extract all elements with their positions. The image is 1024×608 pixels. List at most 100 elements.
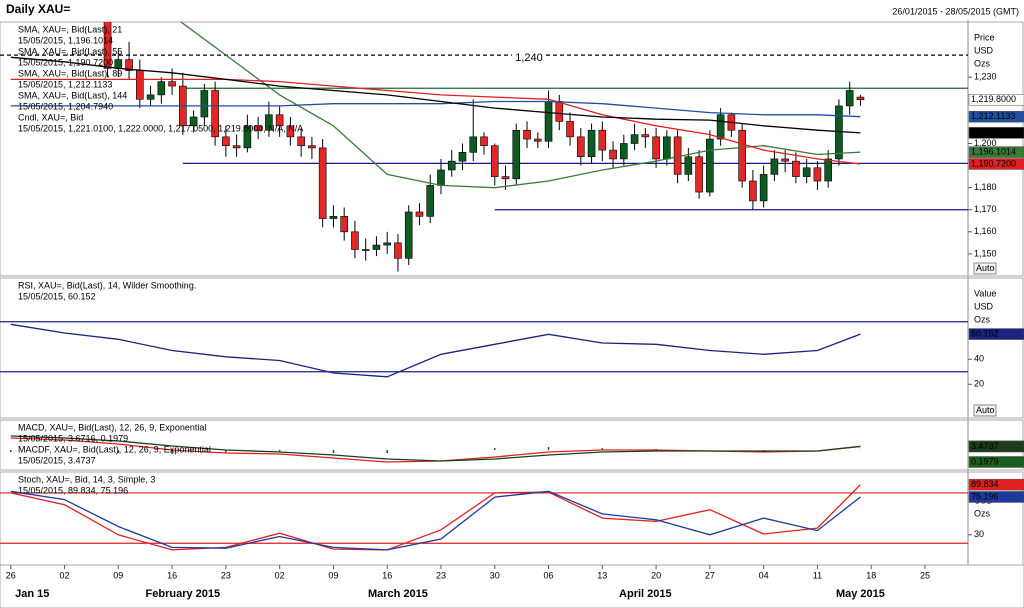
x-tick-label: 09 (328, 570, 338, 580)
candle-body (824, 158, 832, 182)
candle-body (695, 156, 703, 193)
candle-body (286, 125, 295, 138)
last-value: 3.4737 (971, 441, 999, 451)
last-value: 89.834 (971, 479, 999, 489)
candle-body (265, 114, 273, 131)
last-value: 0.1979 (971, 456, 999, 466)
legend-text: 15/05/2015, 3.6716, 0.1979 (18, 433, 128, 443)
legend-text: 15/05/2015, 1,204.7940 (18, 101, 113, 111)
series-line (10, 490, 861, 551)
month-label: February 2015 (146, 588, 221, 600)
legend-text: 15/05/2015, 1,190.7200 (18, 57, 113, 67)
last-value-box (968, 110, 1024, 123)
candle-body (437, 169, 445, 186)
candle-body (641, 134, 650, 138)
candle-body (544, 101, 553, 142)
level-label: 1,240 (515, 52, 543, 64)
legend-text: SMA, XAU=, Bid(Last), 55 (18, 46, 122, 56)
last-value: 1,212.1133 (971, 111, 1015, 121)
candle-body (856, 96, 865, 101)
candle-body (620, 143, 628, 160)
auto-button[interactable] (973, 404, 997, 417)
candle-body (254, 125, 262, 131)
candle-body (200, 90, 209, 118)
last-value-box (968, 146, 1024, 158)
candle-body (523, 129, 531, 140)
legend-text: Stoch, XAU=, Bid, 14, 3, Simple, 3 (18, 474, 155, 484)
candle-body (297, 136, 305, 146)
candle-body (706, 138, 714, 193)
candle-body (781, 158, 789, 162)
x-tick-label: 02 (275, 570, 285, 580)
candle-body (308, 145, 316, 149)
last-value-box (968, 456, 1024, 468)
candle-body (749, 180, 757, 202)
legend-text: SMA, XAU=, Bid(Last), 21 (18, 24, 122, 34)
plot-area: 1,240 (0, 22, 968, 272)
candle-body (813, 167, 822, 182)
y-tick-label: 30 (974, 529, 984, 539)
y-tick-label: 1,180 (974, 182, 997, 192)
candle-body (447, 160, 456, 171)
candle-body (275, 114, 284, 127)
candle-body (114, 59, 123, 69)
legend-text: 15/05/2015, 3.4737 (18, 455, 96, 465)
y-tick-label: 1,160 (974, 226, 997, 236)
candle-body (136, 70, 144, 100)
candle-body (512, 129, 521, 180)
candle-body (684, 156, 693, 175)
series-line (10, 435, 861, 462)
last-price-box (968, 93, 1024, 106)
y-tick-label: 1,170 (974, 204, 997, 214)
candle-body (361, 249, 370, 251)
series-line (10, 56, 861, 134)
panel-frame (0, 277, 1024, 419)
candle-body (222, 136, 230, 146)
legend-text: MACD, XAU=, Bid(Last), 12, 26, 9, Expone… (18, 422, 206, 432)
candle-body (770, 158, 779, 175)
x-tick-label: 23 (221, 570, 231, 580)
axis-label: USD (974, 301, 994, 311)
x-tick-label: 23 (436, 570, 446, 580)
candle-body (845, 90, 854, 107)
axis-label: Value (974, 288, 996, 298)
auto-button-label[interactable]: Auto (976, 263, 995, 273)
candle-body (469, 136, 478, 153)
axis-label: USD (974, 45, 994, 55)
candle-body (738, 129, 746, 182)
candle-body (394, 242, 402, 259)
series-line (10, 100, 861, 118)
last-value-box (968, 491, 1024, 503)
candle-body (759, 174, 768, 202)
x-tick-label: 20 (651, 570, 661, 580)
x-tick-label: 18 (866, 570, 876, 580)
axis-label: Ozs (974, 58, 991, 68)
last-value: 1,204.7940 (971, 127, 1016, 137)
last-value-box (968, 440, 1024, 453)
candle-body (340, 216, 348, 233)
candle-body (835, 105, 843, 160)
candle-body (598, 129, 607, 151)
y-tick-label: 1,150 (974, 248, 997, 258)
month-label: April 2015 (619, 588, 672, 600)
candle-body (243, 125, 252, 149)
x-tick-label: 16 (167, 570, 177, 580)
legend-text: 15/05/2015, 1,196.1014 (18, 35, 113, 45)
x-tick-label: 06 (544, 570, 554, 580)
x-tick-label: 27 (705, 570, 715, 580)
x-tick-label: 04 (759, 570, 769, 580)
x-tick-label: 09 (113, 570, 123, 580)
last-value-box (968, 478, 1024, 491)
candle-body (490, 145, 499, 177)
plot-area (0, 484, 968, 551)
auto-button-label[interactable]: Auto (976, 405, 995, 415)
series-line (10, 323, 861, 378)
last-price: 1,219.8000 (971, 94, 1016, 104)
date-range: 26/01/2015 - 28/05/2015 (GMT) (892, 6, 1019, 16)
candle-body (533, 138, 542, 142)
last-value: 1,190.7200 (971, 158, 1016, 168)
candle-body (125, 59, 133, 71)
auto-button[interactable] (973, 262, 997, 275)
candle-body (168, 81, 176, 87)
